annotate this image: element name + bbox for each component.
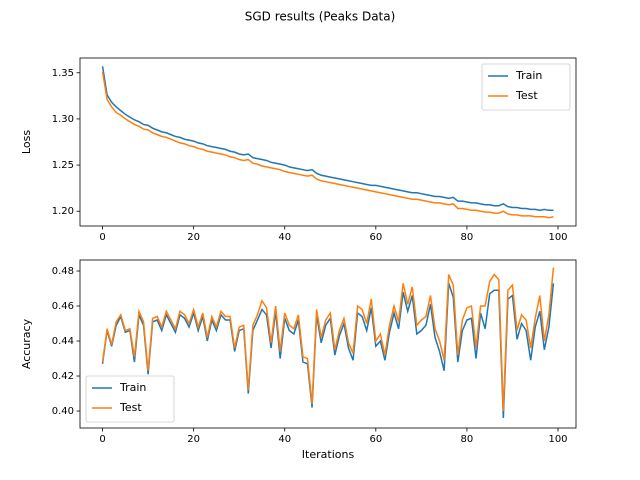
series-line bbox=[101, 71, 554, 219]
x-tick-label: 60 bbox=[369, 434, 382, 445]
x-tick-label: 80 bbox=[461, 232, 474, 243]
figure-title: SGD results (Peaks Data) bbox=[245, 10, 396, 24]
x-tick-label: 40 bbox=[278, 232, 291, 243]
axes-frame bbox=[79, 57, 577, 227]
y-tick-label: 0.42 bbox=[52, 371, 74, 382]
plot-area bbox=[101, 267, 555, 419]
x-tick-label: 20 bbox=[187, 232, 200, 243]
y-tick-label: 1.30 bbox=[52, 114, 74, 125]
x-tick-label: 40 bbox=[278, 434, 291, 445]
legend-label: Test bbox=[515, 89, 538, 102]
x-tick-label: 60 bbox=[369, 232, 382, 243]
x-tick-label: 100 bbox=[548, 434, 567, 445]
y-axis-label: Accuracy bbox=[20, 318, 33, 369]
y-tick-label: 1.20 bbox=[52, 206, 74, 217]
y-tick-label: 0.44 bbox=[52, 336, 74, 347]
x-axis-label: Iterations bbox=[302, 448, 355, 461]
legend-label: Test bbox=[119, 401, 142, 414]
x-tick-label: 0 bbox=[99, 434, 105, 445]
y-tick-label: 1.35 bbox=[52, 68, 74, 79]
series-line bbox=[101, 267, 555, 412]
x-tick-label: 20 bbox=[187, 434, 200, 445]
y-tick-label: 1.25 bbox=[52, 160, 74, 171]
y-axis-label: Loss bbox=[20, 130, 33, 154]
x-tick-label: 0 bbox=[99, 232, 105, 243]
axes-frame bbox=[79, 259, 577, 429]
x-tick-label: 80 bbox=[461, 434, 474, 445]
y-tick-label: 0.48 bbox=[52, 266, 74, 277]
y-tick-label: 0.40 bbox=[52, 406, 74, 417]
x-tick-label: 100 bbox=[548, 232, 567, 243]
plot-area bbox=[101, 66, 554, 219]
series-line bbox=[101, 66, 554, 212]
legend-label: Train bbox=[515, 69, 542, 82]
y-tick-label: 0.46 bbox=[52, 301, 74, 312]
legend-label: Train bbox=[119, 381, 146, 394]
series-line bbox=[101, 283, 555, 419]
